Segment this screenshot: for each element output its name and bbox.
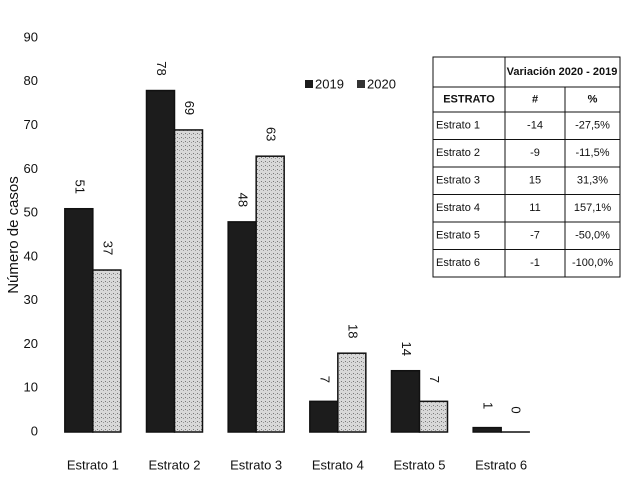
data-label: 1	[481, 402, 496, 409]
table-cell: -7	[530, 230, 540, 242]
legend-swatch	[305, 80, 313, 88]
bar	[309, 400, 339, 433]
y-tick-label: 70	[24, 117, 38, 132]
x-tick-label: Estrato 4	[312, 457, 364, 472]
bar	[227, 221, 257, 433]
y-tick-label: 10	[24, 380, 38, 395]
table-cell: 31,3%	[577, 175, 608, 187]
data-label: 48	[236, 193, 251, 207]
y-tick-label: 80	[24, 73, 38, 88]
y-tick-label: 30	[24, 292, 38, 307]
y-tick-label: 40	[24, 248, 38, 263]
table-cell: -14	[527, 120, 543, 132]
y-tick-label: 20	[24, 336, 38, 351]
data-label: 7	[317, 376, 332, 383]
x-tick-label: Estrato 5	[393, 457, 445, 472]
y-tick-label: 90	[24, 29, 38, 44]
table-cell: 11	[529, 202, 540, 214]
legend-label: 2020	[367, 76, 396, 91]
data-label: 0	[509, 406, 524, 413]
bar	[145, 89, 176, 433]
table-cell: 15	[529, 175, 541, 187]
data-label: 14	[399, 341, 414, 355]
table: Variación 2020 - 2019 ESTRATO # % Estrato 1 -…	[432, 56, 621, 278]
data-label: 7	[427, 376, 442, 383]
table-cell: -50,0%	[575, 230, 610, 242]
y-axis-label: Número de casos	[5, 176, 22, 294]
x-tick-label: Estrato 1	[67, 457, 119, 472]
table-cell: Estrato 2	[436, 147, 480, 159]
x-tick-label: Estrato 2	[148, 457, 200, 472]
bar	[173, 129, 204, 433]
table-cell: Estrato 4	[436, 202, 480, 214]
table-cell: Estrato 1	[436, 120, 480, 132]
data-label: 37	[100, 241, 115, 255]
table-title: Variación 2020 - 2019	[507, 66, 618, 78]
data-label: 51	[72, 179, 87, 193]
table-header: %	[588, 93, 598, 105]
bar	[472, 426, 502, 433]
y-tick-label: 0	[31, 423, 38, 438]
data-label: 78	[154, 61, 169, 75]
table-cell: -27,5%	[575, 120, 610, 132]
y-tick-label: 50	[24, 205, 38, 220]
bar	[337, 352, 367, 433]
table-cell: Estrato 6	[436, 257, 480, 269]
bar	[418, 400, 449, 433]
table-cell: -9	[530, 147, 540, 159]
x-tick-label: Estrato 3	[230, 457, 282, 472]
x-tick-label: Estrato 6	[475, 457, 527, 472]
legend-label: 2019	[315, 76, 344, 91]
bar	[92, 269, 122, 433]
bar	[64, 207, 94, 433]
table-header: #	[532, 93, 538, 105]
table-header: ESTRATO	[443, 93, 495, 105]
table-cell: -1	[530, 257, 540, 269]
table-cell: -11,5%	[575, 147, 609, 159]
data-label: 18	[345, 324, 360, 338]
table-cell: 157,1%	[574, 202, 612, 214]
table-cell: Estrato 3	[436, 175, 480, 187]
table-cell: Estrato 5	[436, 230, 480, 242]
bar	[390, 369, 421, 433]
bar	[255, 155, 285, 433]
legend-swatch	[357, 80, 365, 88]
data-label: 63	[264, 127, 279, 141]
data-label: 69	[182, 101, 197, 115]
table-cell: -100,0%	[572, 257, 613, 269]
y-tick-label: 60	[24, 161, 38, 176]
